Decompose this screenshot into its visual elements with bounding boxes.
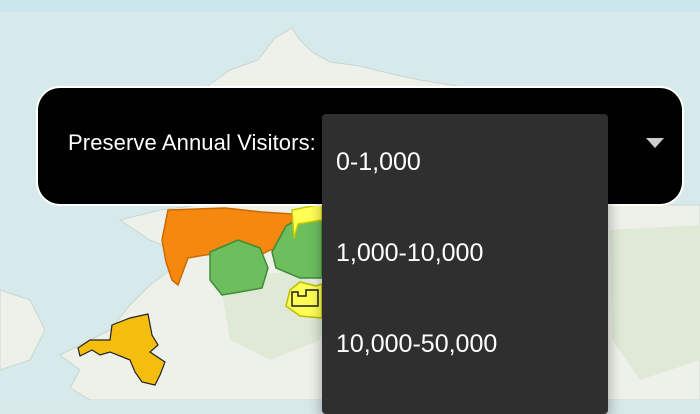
vegetation	[610, 225, 700, 380]
preserve-region-gold[interactable]	[77, 313, 166, 386]
preserve-region-yellow[interactable]	[291, 203, 323, 239]
chevron-down-icon[interactable]	[646, 138, 664, 148]
preserve-region-green[interactable]	[209, 239, 269, 296]
land-southwest	[0, 289, 46, 371]
filter-label: Preserve Annual Visitors:	[68, 130, 316, 155]
dropdown-option[interactable]: 0-1,000	[336, 148, 421, 176]
water-top-band	[0, 0, 700, 12]
dropdown-option[interactable]: 1,000-10,000	[336, 239, 484, 267]
dropdown-option[interactable]: 10,000-50,000	[336, 330, 498, 358]
visitor-range-dropdown[interactable]: 0-1,000 1,000-10,000 10,000-50,000	[322, 114, 608, 414]
preserve-region-yellow-outline	[291, 289, 319, 307]
